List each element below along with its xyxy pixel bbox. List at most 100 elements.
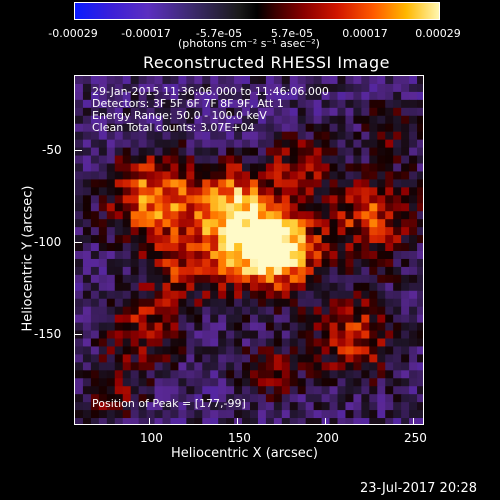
heatmap-cell <box>146 258 156 268</box>
heatmap-cell <box>297 219 307 228</box>
heatmap-cell <box>401 410 410 419</box>
heatmap-cell <box>186 330 195 339</box>
heatmap-cell <box>353 282 362 292</box>
heatmap-cell <box>90 171 100 180</box>
heatmap-cell <box>194 235 203 244</box>
heatmap-cell <box>250 338 259 347</box>
heatmap-cell <box>138 274 148 284</box>
heatmap-cell <box>234 394 243 403</box>
heatmap-cell <box>281 91 291 101</box>
heatmap-cell <box>82 251 92 260</box>
heatmap-cell <box>170 274 179 284</box>
heatmap-cell <box>409 76 418 85</box>
heatmap-cell <box>242 338 251 347</box>
heatmap-cell <box>345 243 354 252</box>
heatmap-cell <box>321 155 331 164</box>
heatmap-cell <box>313 394 323 403</box>
heatmap-cell <box>210 91 219 101</box>
heatmap-cell <box>417 203 423 212</box>
heatmap-cell <box>409 290 418 300</box>
heatmap-cell <box>337 290 346 300</box>
heatmap-cell <box>321 282 331 292</box>
heatmap-cell <box>369 227 378 236</box>
heatmap-cell <box>417 322 423 332</box>
heatmap-cell <box>218 402 227 411</box>
heatmap-cell <box>281 227 291 236</box>
heatmap-cell <box>218 378 227 387</box>
heatmap-cell <box>226 322 235 332</box>
heatmap-cell <box>409 338 418 347</box>
heatmap-cell <box>417 76 423 85</box>
heatmap-cell <box>114 219 124 228</box>
heatmap-cell <box>250 83 259 93</box>
heatmap-cell <box>353 362 362 371</box>
heatmap-cell <box>146 163 156 172</box>
heatmap-cell <box>305 107 315 117</box>
heatmap-cell <box>305 274 315 284</box>
heatmap-cell <box>257 282 267 292</box>
heatmap-cell <box>75 266 84 276</box>
heatmap-cell <box>289 235 299 244</box>
heatmap-cell <box>305 179 315 188</box>
heatmap-cell <box>226 290 235 300</box>
heatmap-cell <box>242 83 251 93</box>
heatmap-cell <box>265 282 275 292</box>
heatmap-cell <box>313 203 323 212</box>
heatmap-cell <box>385 123 394 133</box>
heatmap-cell <box>75 282 84 292</box>
heatmap-cell <box>82 147 92 157</box>
heatmap-cell <box>98 131 108 141</box>
heatmap-cell <box>250 155 259 164</box>
heatmap-cell <box>281 394 291 403</box>
heatmap-cell <box>138 258 148 268</box>
heatmap-cell <box>178 187 187 196</box>
heatmap-cell <box>90 179 100 188</box>
x-tick-label: 200 <box>316 431 339 445</box>
heatmap-cell <box>393 155 402 164</box>
heatmap-cell <box>345 266 354 276</box>
heatmap-cell <box>242 235 251 244</box>
heatmap-cell <box>218 386 227 395</box>
heatmap-cell <box>98 163 108 172</box>
heatmap-cell <box>122 227 132 236</box>
heatmap-cell <box>210 171 219 180</box>
heatmap-cell <box>186 91 195 101</box>
heatmap-cell <box>409 147 418 157</box>
heatmap-cell <box>130 243 140 252</box>
heatmap-cell <box>178 354 187 363</box>
heatmap-cell <box>345 99 354 109</box>
heatmap-cell <box>345 370 354 379</box>
heatmap-cell <box>202 274 211 284</box>
heatmap-cell <box>170 394 179 403</box>
heatmap-cell <box>321 251 331 260</box>
heatmap-cell <box>281 370 291 379</box>
heatmap-cell <box>170 338 179 347</box>
heatmap-cell <box>313 91 323 101</box>
heatmap-cell <box>329 322 338 332</box>
heatmap-cell <box>146 362 156 371</box>
heatmap-cell <box>289 266 299 276</box>
heatmap-cell <box>122 243 132 252</box>
heatmap-cell <box>289 243 299 252</box>
heatmap-cell <box>226 187 235 196</box>
heatmap-cell <box>226 139 235 149</box>
heatmap-cell <box>194 346 203 355</box>
heatmap-cell <box>417 219 423 228</box>
heatmap-cell <box>186 402 195 411</box>
heatmap-cell <box>138 131 148 141</box>
heatmap-cell <box>361 258 370 268</box>
heatmap-cell <box>409 322 418 332</box>
heatmap-cell <box>178 306 187 316</box>
heatmap-cell <box>194 123 203 133</box>
heatmap-cell <box>194 322 203 332</box>
heatmap-cell <box>194 251 203 260</box>
heatmap-cell <box>329 314 338 324</box>
heatmap-cell <box>393 147 402 157</box>
heatmap-cell <box>401 99 410 109</box>
heatmap-cell <box>250 211 259 220</box>
heatmap-cell <box>234 274 243 284</box>
heatmap-cell <box>353 251 362 260</box>
heatmap-cell <box>361 378 370 387</box>
heatmap-cell <box>313 139 323 149</box>
heatmap-cell <box>250 115 259 125</box>
